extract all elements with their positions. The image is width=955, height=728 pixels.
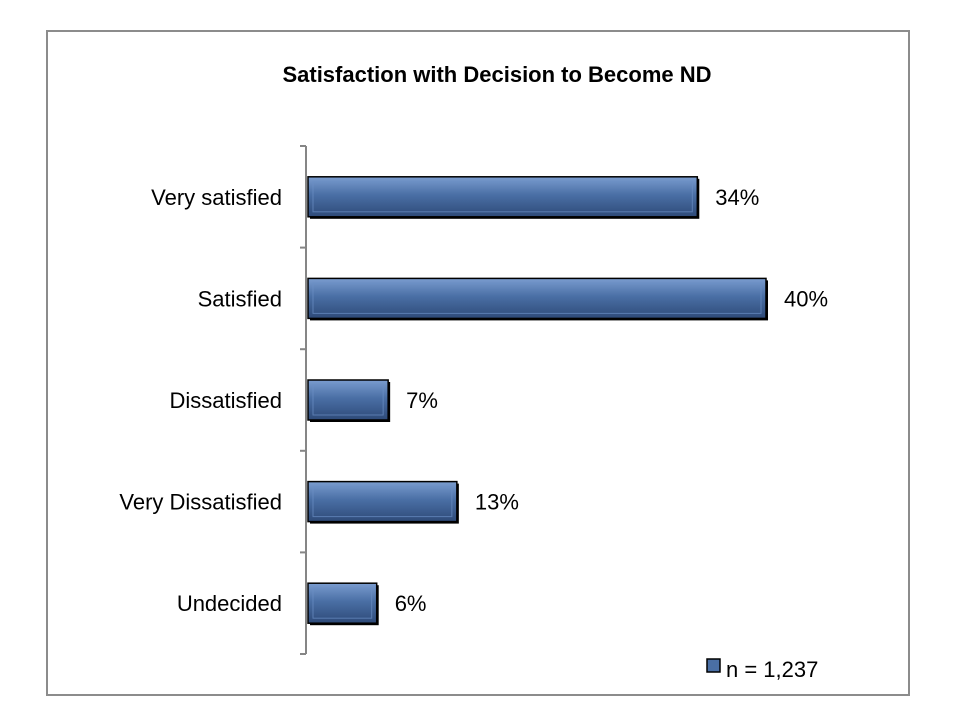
data-label: 13% — [475, 490, 519, 515]
legend-label: n = 1,237 — [726, 657, 818, 682]
legend: n = 1,237 — [706, 657, 818, 682]
legend-swatch — [706, 658, 721, 673]
bar-undecided — [307, 582, 378, 624]
data-label: 7% — [406, 388, 438, 413]
bar-bevel — [312, 282, 762, 314]
bar-bevel — [312, 587, 373, 619]
category-label: Very satisfied — [151, 185, 282, 210]
chart-title: Satisfaction with Decision to Become ND — [282, 62, 711, 87]
y-axis: Very satisfied Satisfied Dissatisfied Very … — [119, 145, 307, 655]
category-label: Satisfied — [198, 286, 282, 311]
data-label: 40% — [784, 286, 828, 311]
category-label: Very Dissatisfied — [119, 490, 282, 515]
category-label: Dissatisfied — [170, 388, 282, 413]
bar-bevel — [312, 384, 384, 416]
bar-dissatisfied — [307, 379, 389, 421]
bar-bevel — [312, 181, 693, 213]
category-label: Undecided — [177, 591, 282, 616]
bar-satisfied — [307, 277, 767, 320]
chart-frame — [46, 30, 910, 696]
data-label: 6% — [395, 591, 427, 616]
bar-very-dissatisfied — [307, 480, 458, 523]
bar-series: 34% 40% 7% 13% 6% — [307, 176, 828, 626]
data-label: 34% — [715, 185, 759, 210]
bar-bevel — [312, 486, 453, 518]
bar-very-satisfied — [307, 176, 699, 218]
